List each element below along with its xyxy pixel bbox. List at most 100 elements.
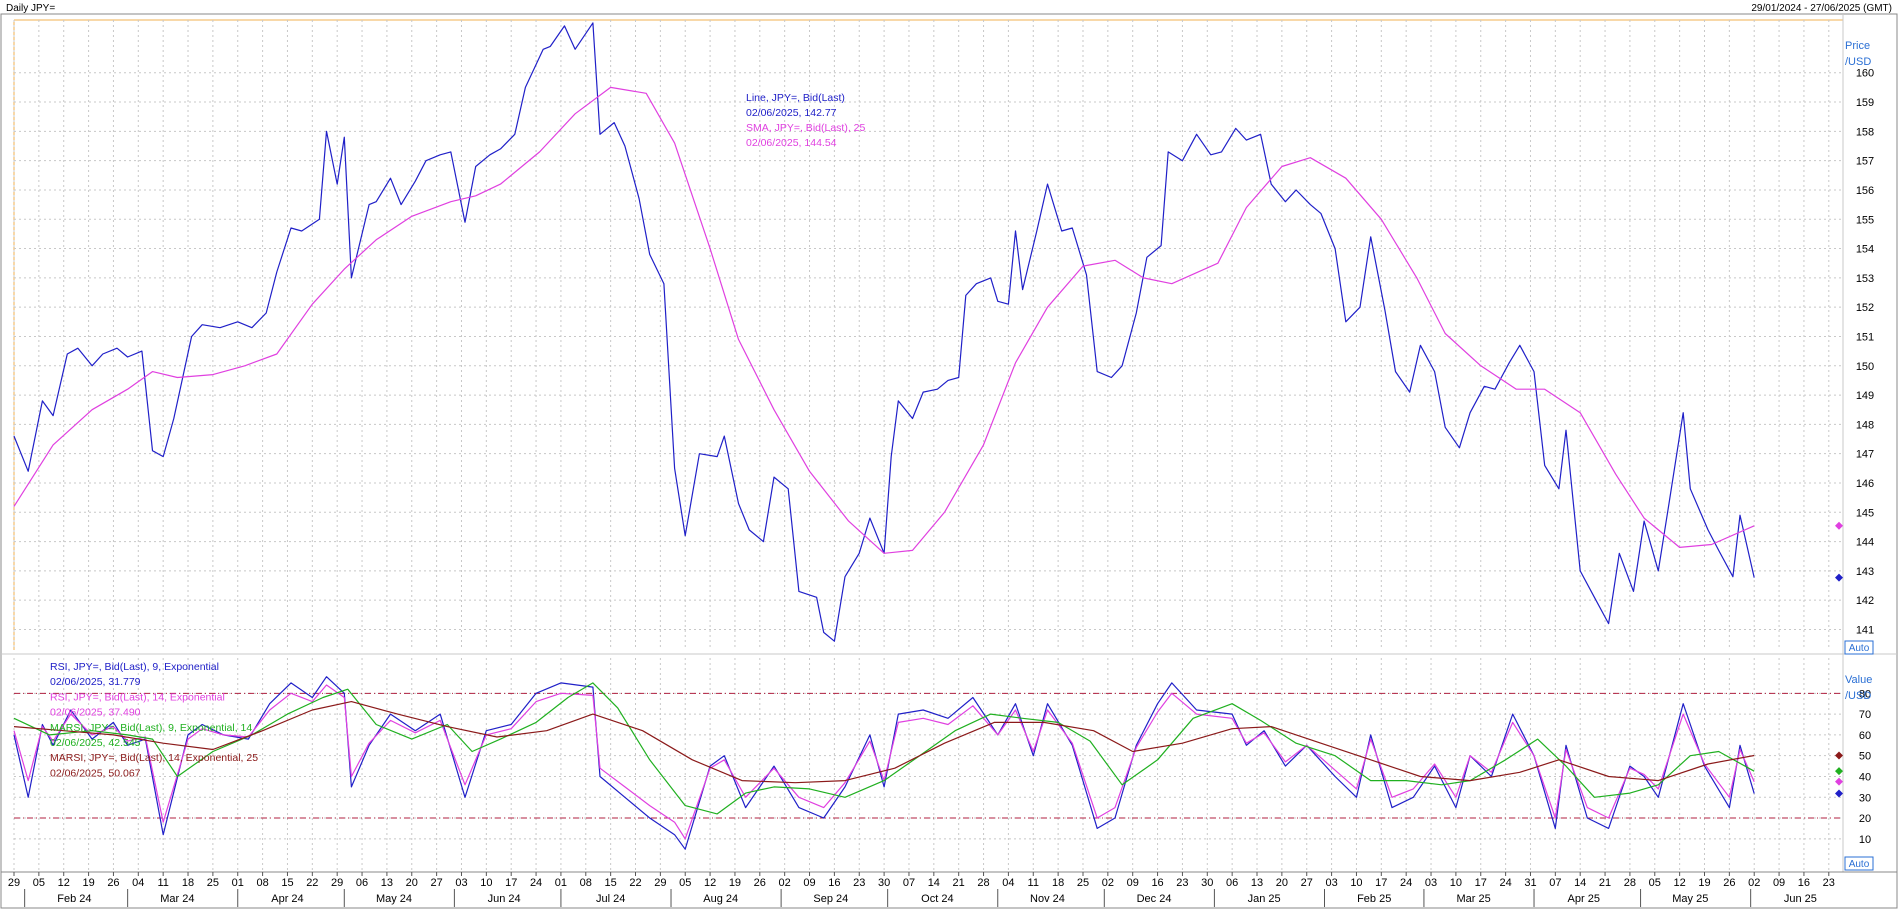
x-tick-label: 22 <box>629 877 641 889</box>
osc-tick-label: 40 <box>1859 771 1871 783</box>
osc-tick-label: 60 <box>1859 730 1871 742</box>
price-legend-line: 02/06/2025, 144.54 <box>746 137 837 149</box>
price-tick-label: 151 <box>1856 331 1874 343</box>
month-label: Jul 24 <box>596 893 625 905</box>
x-tick-label: 02 <box>779 877 791 889</box>
x-tick-label: 17 <box>505 877 517 889</box>
x-tick-label: 03 <box>1425 877 1437 889</box>
x-tick-label: 16 <box>1798 877 1810 889</box>
series-line-4 <box>13 682 1755 815</box>
price-axis-label: Price <box>1845 40 1870 52</box>
osc-auto-button[interactable] <box>1844 856 1874 871</box>
osc-legend-line: 02/06/2025, 50.067 <box>50 767 141 779</box>
price-auto-button[interactable] <box>1844 640 1874 655</box>
price-tick-label: 158 <box>1856 126 1874 138</box>
month-label: Mar 24 <box>160 893 194 905</box>
x-tick-label: 05 <box>1649 877 1661 889</box>
osc-legend-line: 02/06/2025, 42.545 <box>50 737 141 749</box>
x-tick-label: 08 <box>580 877 592 889</box>
x-tick-label: 15 <box>281 877 293 889</box>
price-tick-label: 156 <box>1856 185 1874 197</box>
x-tick-label: 20 <box>406 877 418 889</box>
x-tick-label: 23 <box>1823 877 1835 889</box>
x-tick-label: 12 <box>1674 877 1686 889</box>
x-tick-label: 13 <box>1251 877 1263 889</box>
x-tick-label: 18 <box>182 877 194 889</box>
last-value-marker <box>1835 777 1843 786</box>
x-tick-label: 12 <box>58 877 70 889</box>
x-tick-label: 28 <box>977 877 989 889</box>
x-tick-label: 19 <box>82 877 94 889</box>
last-value-marker <box>1835 573 1843 582</box>
month-label: Feb 25 <box>1357 893 1391 905</box>
month-label: Feb 24 <box>57 893 91 905</box>
x-tick-label: 11 <box>1028 877 1039 889</box>
price-axis-unit: /USD <box>1845 56 1871 68</box>
osc-tick-label: 30 <box>1859 792 1871 804</box>
x-tick-label: 09 <box>1127 877 1139 889</box>
price-tick-label: 160 <box>1856 68 1874 80</box>
x-tick-label: 16 <box>1151 877 1163 889</box>
x-tick-label: 09 <box>803 877 815 889</box>
x-tick-label: 12 <box>704 877 716 889</box>
osc-legend-line: RSI, JPY=, Bid(Last), 9, Exponential <box>50 661 219 673</box>
osc-axis-label: Value <box>1845 674 1872 686</box>
x-tick-label: 27 <box>1301 877 1313 889</box>
price-auto-button-label: Auto <box>1849 643 1870 654</box>
month-label: May 24 <box>376 893 412 905</box>
x-tick-label: 31 <box>1524 877 1536 889</box>
x-tick-label: 04 <box>132 877 144 889</box>
price-tick-label: 153 <box>1856 273 1874 285</box>
price-legend-line: 02/06/2025, 142.77 <box>746 107 837 119</box>
x-tick-label: 15 <box>605 877 617 889</box>
price-legend-line: SMA, JPY=, Bid(Last), 25 <box>746 122 866 134</box>
price-tick-label: 154 <box>1856 244 1874 256</box>
price-tick-label: 142 <box>1856 595 1874 607</box>
x-tick-label: 26 <box>1723 877 1735 889</box>
last-value-marker <box>1835 767 1843 776</box>
x-tick-label: 28 <box>1624 877 1636 889</box>
x-tick-label: 11 <box>157 877 168 889</box>
x-tick-label: 18 <box>1052 877 1064 889</box>
x-tick-label: 26 <box>754 877 766 889</box>
price-tick-label: 149 <box>1856 390 1874 402</box>
x-tick-label: 19 <box>1698 877 1710 889</box>
price-legend-line: Line, JPY=, Bid(Last) <box>746 92 845 104</box>
x-tick-label: 06 <box>356 877 368 889</box>
price-tick-label: 148 <box>1856 419 1874 431</box>
x-tick-label: 24 <box>1400 877 1412 889</box>
x-tick-label: 06 <box>1226 877 1238 889</box>
x-tick-label: 29 <box>331 877 343 889</box>
x-tick-label: 21 <box>953 877 965 889</box>
x-tick-label: 10 <box>1450 877 1462 889</box>
price-tick-label: 143 <box>1856 566 1874 578</box>
x-tick-label: 01 <box>555 877 567 889</box>
price-tick-label: 155 <box>1856 214 1874 226</box>
month-label: Jan 25 <box>1248 893 1281 905</box>
x-tick-label: 10 <box>1350 877 1362 889</box>
price-tick-label: 144 <box>1856 537 1874 549</box>
month-label: Apr 24 <box>271 893 303 905</box>
chart-title: Daily JPY= <box>6 3 56 14</box>
x-tick-label: 23 <box>1176 877 1188 889</box>
month-label: Jun 25 <box>1784 893 1817 905</box>
month-label: May 25 <box>1672 893 1708 905</box>
x-tick-label: 20 <box>1276 877 1288 889</box>
x-tick-label: 08 <box>256 877 268 889</box>
osc-tick-label: 80 <box>1859 688 1871 700</box>
price-tick-label: 157 <box>1856 156 1874 168</box>
x-tick-label: 03 <box>455 877 467 889</box>
chart-frame <box>0 13 1898 909</box>
osc-tick-label: 50 <box>1859 751 1871 763</box>
osc-tick-label: 70 <box>1859 709 1871 721</box>
x-tick-label: 24 <box>1499 877 1511 889</box>
price-tick-label: 146 <box>1856 478 1874 490</box>
x-tick-label: 13 <box>381 877 393 889</box>
x-tick-label: 03 <box>1325 877 1337 889</box>
month-label: Mar 25 <box>1457 893 1491 905</box>
x-tick-label: 02 <box>1748 877 1760 889</box>
month-label: Apr 25 <box>1568 893 1600 905</box>
osc-auto-button-label: Auto <box>1849 859 1870 870</box>
